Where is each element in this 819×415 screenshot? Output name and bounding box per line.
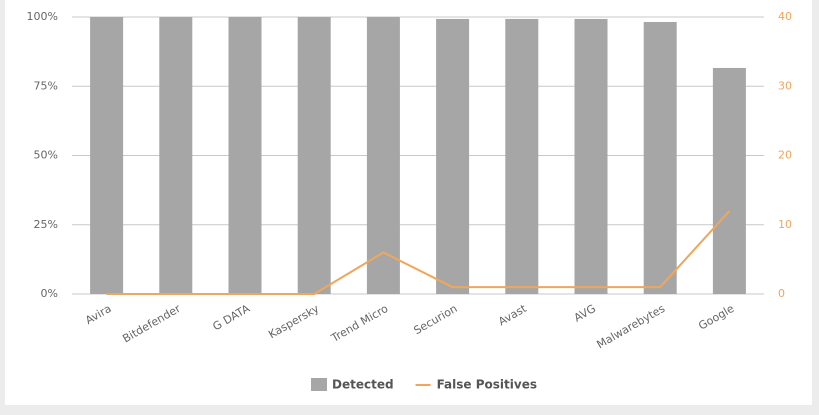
- bar: [228, 17, 262, 294]
- y2-tick-label: 20: [778, 149, 792, 162]
- y-tick-label: 50%: [34, 149, 58, 162]
- bar: [159, 17, 193, 294]
- legend-swatch: [311, 378, 327, 391]
- bar: [297, 17, 331, 294]
- legend-label: False Positives: [437, 378, 537, 392]
- bar: [90, 17, 124, 294]
- y-tick-label: 75%: [34, 79, 58, 92]
- y2-tick-label: 10: [778, 218, 792, 231]
- legend-label: Detected: [332, 378, 394, 392]
- y-tick-label: 100%: [27, 10, 58, 23]
- y2-tick-label: 0: [778, 287, 785, 300]
- panel: [5, 0, 812, 405]
- bar: [366, 17, 400, 294]
- y2-tick-label: 40: [778, 10, 792, 23]
- bar: [643, 21, 677, 295]
- y2-tick-label: 30: [778, 79, 792, 92]
- bar: [505, 18, 539, 295]
- y-tick-label: 25%: [34, 218, 58, 231]
- bar: [436, 18, 470, 295]
- bar: [574, 18, 608, 295]
- y-tick-label: 0%: [41, 287, 58, 300]
- bar: [712, 67, 746, 294]
- line: [106, 210, 731, 295]
